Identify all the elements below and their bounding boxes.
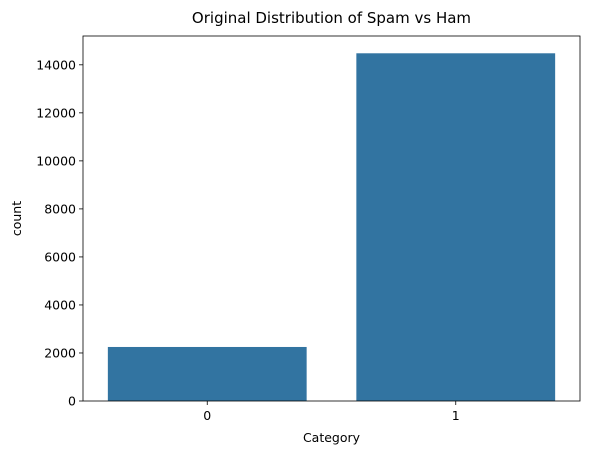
y-axis-ticks: 0 2000 4000 6000 8000 10000 12000 14000 [36, 57, 83, 409]
y-tick-label: 0 [68, 394, 76, 409]
bars-group [107, 53, 556, 401]
x-tick-label: 1 [452, 408, 460, 423]
x-axis-label: Category [303, 430, 361, 445]
x-tick-label: 0 [203, 408, 211, 423]
y-tick-label: 10000 [36, 153, 76, 168]
bar-category-1 [356, 53, 556, 401]
y-tick-label: 6000 [44, 249, 76, 264]
y-tick-label: 14000 [36, 57, 76, 72]
y-tick-label: 12000 [36, 105, 76, 120]
y-tick-label: 8000 [44, 201, 76, 216]
y-tick-label: 4000 [44, 297, 76, 312]
bar-category-0 [107, 346, 307, 401]
y-tick-label: 2000 [44, 345, 76, 360]
chart-title: Original Distribution of Spam vs Ham [192, 9, 471, 27]
plot-area-frame [82, 35, 581, 402]
y-axis-label: count [9, 201, 24, 236]
